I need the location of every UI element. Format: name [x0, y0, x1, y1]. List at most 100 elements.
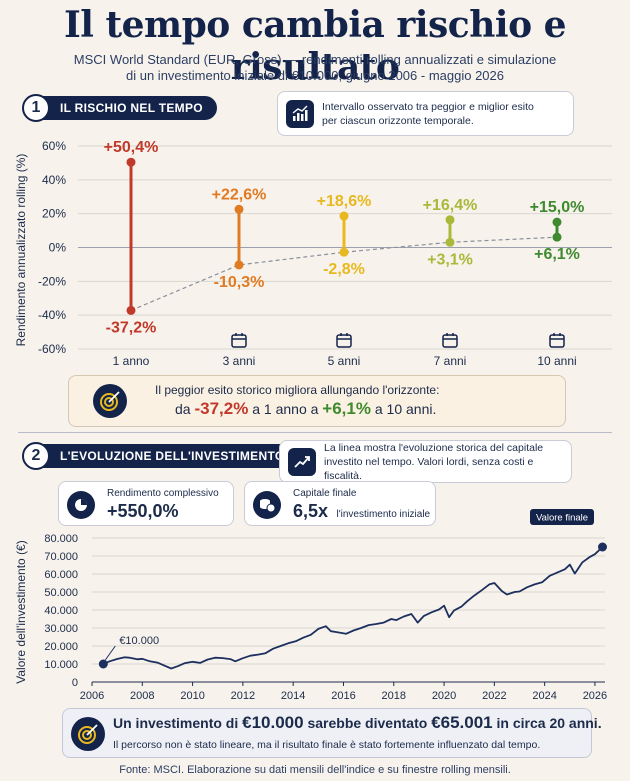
end-value-badge	[530, 509, 594, 525]
range-max-point	[339, 211, 349, 221]
range-max-label: +18,6%	[317, 193, 372, 210]
section2-number: 2	[22, 442, 50, 470]
section2-info-box: La linea mostra l'evoluzione storica del…	[279, 440, 572, 483]
range-ytick-label: 20%	[42, 207, 66, 221]
line-xtick-label: 2010	[180, 690, 204, 702]
callout-line-1: Il peggior esito storico migliora allung…	[155, 383, 440, 397]
callout-worst-value: -37,2%	[194, 399, 249, 418]
range-xtick-label: 5 anni	[328, 354, 361, 368]
line-chart-ylabel: Valore dell'investimento (€)	[14, 540, 28, 683]
chart-icon	[286, 99, 314, 128]
range-max-point	[552, 217, 562, 227]
range-max-point	[234, 204, 244, 214]
range-max-label: +15,0%	[530, 199, 585, 216]
callout-line-2: da -37,2% a 1 anno a +6,1% a 10 anni.	[175, 399, 436, 419]
range-ytick-label: -20%	[38, 274, 66, 288]
section2-header: 2 L'EVOLUZIONE DELL'INVESTIMENTO	[22, 442, 299, 470]
range-min-point	[339, 247, 349, 257]
line-xtick-label: 2006	[80, 690, 104, 702]
final-capital-value-row: 6,5x l'investimento iniziale	[293, 501, 430, 522]
calendar-icon	[442, 333, 458, 348]
line-xtick-label: 2014	[281, 690, 305, 702]
section1-info-line-2: per ciascun orizzonte temporale.	[322, 114, 474, 127]
trend-up-icon	[288, 447, 316, 476]
line-xtick-label: 2024	[532, 690, 556, 702]
section2-label: L'EVOLUZIONE DELL'INVESTIMENTO	[38, 444, 299, 468]
line-ytick-label: 50.000	[44, 587, 78, 599]
summary-end-value: €65.001	[431, 713, 493, 732]
line-xtick-label: 2016	[331, 690, 355, 702]
callout-mid: a 1 anno a	[252, 401, 319, 417]
range-ytick-label: -40%	[38, 308, 66, 322]
section1-info-line-1: Intervallo osservato tra peggior e migli…	[322, 100, 534, 113]
final-capital-value: 6,5x	[293, 501, 329, 521]
line-xtick-label: 2012	[231, 690, 255, 702]
page-subtitle: MSCI World Standard (EUR, Gross) — rendi…	[40, 52, 590, 84]
line-ytick-label: 10.000	[44, 659, 78, 671]
range-min-label: -2,8%	[323, 261, 365, 278]
summary-mid: sarebbe diventato	[307, 715, 428, 731]
range-min-label: +6,1%	[534, 246, 580, 263]
range-xtick-label: 3 anni	[223, 354, 256, 368]
total-return-label: Rendimento complessivo	[107, 488, 219, 499]
range-min-point	[552, 232, 562, 242]
rolling-range-chart: Rendimento annualizzato rolling (%) 60% 4…	[14, 139, 612, 368]
coins-icon	[253, 491, 281, 519]
range-max-label: +22,6%	[212, 186, 267, 203]
callout-pre: da	[175, 401, 191, 417]
range-min-label: -37,2%	[106, 319, 157, 336]
summary-target-icon	[71, 717, 105, 751]
section-divider	[18, 432, 612, 433]
section1-info-box: Intervallo osservato tra peggior e migli…	[277, 91, 574, 136]
range-xtick-label: 10 anni	[537, 354, 576, 368]
line-ytick-label: 30.000	[44, 623, 78, 635]
calendar-icon	[336, 333, 352, 348]
section1-number: 1	[22, 94, 50, 122]
line-xtick-label: 2008	[130, 690, 154, 702]
start-value-label: €10.000	[119, 635, 159, 647]
line-xtick-label: 2018	[382, 690, 406, 702]
range-min-label: +3,1%	[427, 251, 473, 268]
summary-pre: Un investimento di	[113, 715, 239, 731]
end-badge-label: Valore finale	[536, 513, 588, 524]
final-capital-label: Capitale finale	[293, 488, 357, 499]
range-ytick-label: 40%	[42, 173, 66, 187]
section1-callout: Il peggior esito storico migliora allung…	[68, 375, 566, 427]
summary-line-1: Un investimento di €10.000 sarebbe diven…	[113, 713, 602, 733]
range-min-point	[445, 237, 455, 247]
line-ytick-label: 60.000	[44, 569, 78, 581]
source-note: Fonte: MSCI. Elaborazione su dati mensil…	[119, 764, 511, 776]
summary-line-2: Il percorso non è stato lineare, ma il r…	[113, 739, 541, 751]
calendar-icon	[549, 333, 565, 348]
section1-header: 1 IL RISCHIO NEL TEMPO	[22, 94, 217, 122]
range-ytick-label: -60%	[38, 342, 66, 356]
line-xtick-label: 2020	[432, 690, 456, 702]
start-point	[98, 659, 108, 669]
range-xtick-label: 1 anno	[113, 354, 150, 368]
line-xtick-label: 2022	[482, 690, 506, 702]
section2-info-line-2: investito nel tempo. Valori lordi, senza…	[324, 455, 534, 482]
investment-line-chart: Valore dell'investimento (€) 80.000 70.00…	[14, 509, 607, 702]
range-xtick-label: 7 anni	[434, 354, 467, 368]
end-point	[597, 542, 607, 552]
line-xtick-label: 2026	[583, 690, 607, 702]
line-ytick-label: 0	[72, 677, 78, 689]
range-trend-line	[130, 236, 558, 311]
summary-start-value: €10.000	[242, 713, 304, 732]
target-icon	[93, 384, 127, 418]
range-chart-ylabel: Rendimento annualizzato rolling (%)	[14, 154, 28, 347]
calendar-icon	[231, 333, 247, 348]
line-ytick-label: 40.000	[44, 605, 78, 617]
line-ytick-label: 20.000	[44, 641, 78, 653]
range-max-label: +50,4%	[104, 139, 159, 156]
line-ytick-label: 70.000	[44, 551, 78, 563]
investment-line	[102, 546, 604, 670]
total-return-value: +550,0%	[107, 501, 179, 521]
section2-info-line-1: La linea mostra l'evoluzione storica del…	[324, 441, 544, 454]
summary-callout: Un investimento di €10.000 sarebbe diven…	[62, 708, 602, 758]
final-capital-suffix: l'investimento iniziale	[336, 509, 431, 520]
subtitle-line-2: di un investimento iniziale di €10.000, …	[126, 68, 504, 83]
range-max-point	[126, 157, 136, 167]
summary-post: in circa 20 anni.	[496, 715, 602, 731]
range-min-point	[126, 305, 136, 315]
